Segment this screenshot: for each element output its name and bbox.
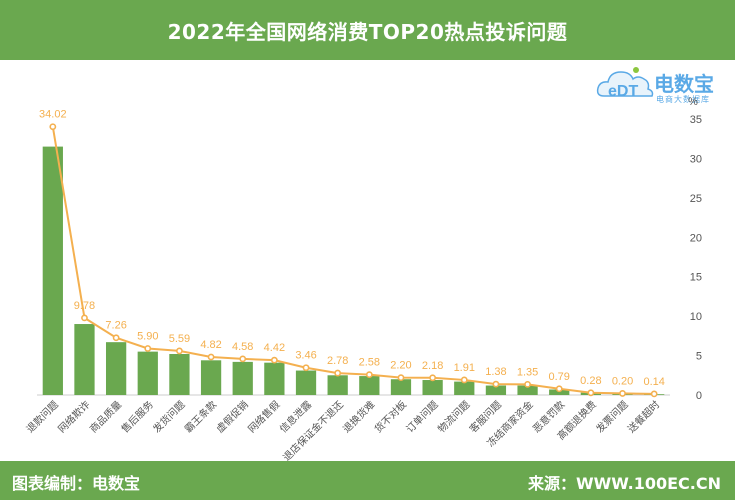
data-label: 0.79	[549, 371, 570, 383]
line-point	[555, 385, 563, 393]
line-point	[334, 369, 342, 377]
data-label: 3.46	[295, 350, 316, 362]
line-point	[587, 389, 595, 397]
bar	[390, 379, 412, 395]
bar	[264, 362, 285, 395]
logo-letters: eDT	[608, 83, 638, 100]
line-point	[650, 390, 658, 398]
line-point	[429, 374, 437, 382]
x-tick-label: 虚假促销	[213, 398, 250, 435]
line-point	[397, 374, 405, 382]
line-point	[365, 371, 373, 379]
bar	[327, 375, 348, 395]
line-point	[619, 390, 626, 397]
x-tick-label: 网络欺诈	[55, 398, 92, 435]
chart-footer: 图表编制：电数宝 来源：WWW.100EC.CN	[0, 461, 735, 500]
line-point	[239, 355, 247, 363]
y-tick-label: 15	[690, 272, 702, 284]
trend-line	[51, 126, 655, 395]
line-point	[176, 347, 183, 355]
bar	[74, 324, 95, 395]
x-tick-label: 订单问题	[403, 398, 440, 435]
bar	[359, 376, 380, 395]
bar	[549, 389, 570, 395]
x-tick-label: 发货问题	[150, 398, 187, 435]
bar	[517, 385, 538, 395]
footer-author: 图表编制：电数宝	[12, 474, 141, 493]
brand-logo: eDT 电数宝 电商大数据库	[596, 62, 731, 107]
y-tick-label: 5	[696, 351, 702, 363]
bar	[200, 360, 222, 395]
line-point	[270, 356, 278, 364]
logo-brand-text: 电数宝	[654, 72, 714, 96]
cloud-edt-logo-icon: eDT	[596, 67, 654, 100]
line-point	[492, 380, 500, 388]
x-tick-label: 霸王条款	[182, 398, 219, 435]
data-label: 0.20	[612, 375, 633, 387]
data-label: 7.26	[105, 320, 126, 332]
line-point	[112, 334, 120, 342]
chart-title: 2022年全国网络消费TOP20热点投诉问题	[167, 19, 568, 44]
line-point	[81, 314, 88, 322]
line-point	[49, 123, 57, 131]
data-label: 2.18	[422, 360, 443, 372]
bar	[454, 381, 475, 395]
bar	[232, 361, 253, 395]
bar	[137, 351, 158, 395]
data-label: 1.38	[485, 366, 506, 378]
data-label: 4.42	[264, 342, 285, 354]
y-axis-unit-label: %	[688, 96, 698, 108]
line-point	[207, 353, 215, 361]
x-tick-label: 送餐超时	[625, 398, 662, 435]
data-label: 1.35	[517, 366, 538, 378]
y-tick-label: 35	[690, 114, 702, 126]
line-point	[144, 345, 152, 352]
y-tick-label: 20	[690, 232, 702, 244]
data-label: 9.78	[74, 300, 95, 312]
x-tick-label: 售后服务	[118, 398, 155, 435]
data-label: 5.59	[169, 333, 190, 345]
line-point	[460, 376, 468, 384]
line-point	[302, 364, 310, 372]
logo-sub-text: 电商大数据库	[656, 95, 710, 104]
bar	[42, 146, 63, 395]
x-tick-label: 货不对板	[372, 398, 409, 435]
data-label: 0.28	[580, 375, 601, 387]
x-tick-label: 发票问题	[593, 398, 630, 435]
bar	[422, 380, 443, 395]
data-label: 4.58	[232, 341, 253, 353]
chart-header: 2022年全国网络消费TOP20热点投诉问题	[0, 0, 735, 60]
y-tick-label: 0	[696, 390, 702, 402]
line-point	[524, 380, 531, 388]
bar	[485, 385, 507, 395]
x-tick-label: 网络售假	[245, 398, 282, 435]
bar	[105, 342, 127, 395]
y-tick-label: 10	[690, 311, 702, 323]
footer-source: 来源：WWW.100EC.CN	[527, 474, 721, 493]
data-label: 5.90	[137, 330, 158, 342]
data-label: 2.20	[390, 360, 411, 372]
y-tick-label: 30	[690, 153, 702, 165]
data-label: 2.58	[359, 357, 380, 369]
y-tick-label: 25	[690, 193, 702, 205]
data-label: 4.82	[200, 339, 221, 351]
x-tick-label: 商品质量	[87, 398, 124, 435]
x-tick-label: 物流问题	[435, 398, 472, 435]
x-tick-label: 退换货难	[340, 398, 377, 435]
data-label: 2.78	[327, 355, 348, 367]
bar	[169, 353, 190, 395]
bar	[295, 370, 317, 395]
x-tick-label: 退款问题	[23, 398, 60, 435]
data-label: 1.91	[454, 362, 475, 374]
data-label: 34.02	[39, 109, 67, 121]
data-label: 0.14	[643, 376, 664, 388]
